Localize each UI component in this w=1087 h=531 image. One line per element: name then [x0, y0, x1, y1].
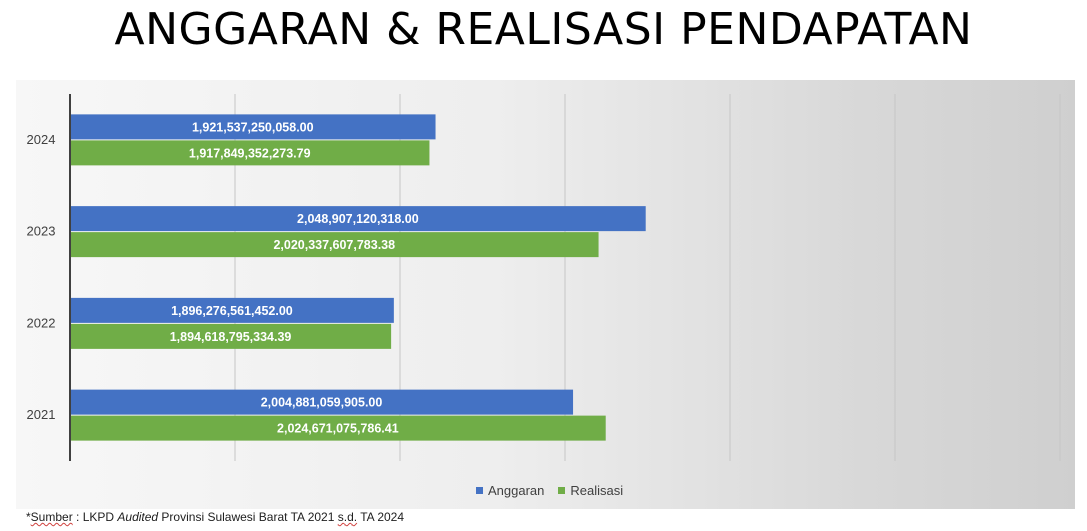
source-audited: Audited [117, 510, 159, 524]
category-label-2023: 2023 [27, 224, 56, 239]
bar-anggaran-2023 [70, 206, 646, 232]
bar-realisasi-2022 [70, 323, 392, 349]
bar-realisasi-2021 [70, 415, 606, 441]
chart-panel: 2024 1,921,537,250,058.00 1,917,849,352,27… [16, 80, 1075, 509]
category-label-2022: 2022 [27, 315, 56, 330]
page-title: ANGGARAN & REALISASI PENDAPATAN [114, 4, 973, 55]
source-prefix: * [26, 510, 31, 524]
legend-label-realisasi: Realisasi [570, 482, 624, 498]
legend-swatch-realisasi [558, 486, 566, 494]
bar-chart: 2024 1,921,537,250,058.00 1,917,849,352,27… [27, 94, 1061, 461]
category-label-2021: 2021 [27, 407, 56, 422]
bar-realisasi-2024 [70, 140, 430, 166]
legend-label-anggaran: Anggaran [488, 482, 545, 498]
source-text-1: : LKPD [72, 510, 118, 524]
legend-item-anggaran: Anggaran [476, 483, 544, 498]
source-sumber: Sumber [30, 510, 73, 524]
legend-item-realisasi: Realisasi [558, 483, 623, 498]
category-label-2024: 2024 [27, 132, 56, 147]
data-label-realisasi-2021: 2,024,671,075,786.41 [277, 422, 399, 436]
source-sd: s.d. [337, 510, 358, 524]
source-text-3: TA 2024 [357, 510, 405, 524]
bar-anggaran-2022 [70, 297, 394, 323]
data-label-anggaran-2022: 1,896,276,561,452.00 [171, 304, 293, 318]
data-label-anggaran-2023: 2,048,907,120,318.00 [297, 212, 419, 226]
source-note: *Sumber : LKPD Audited Provinsi Sulawesi… [26, 510, 404, 528]
data-label-realisasi-2023: 2,020,337,607,783.38 [273, 238, 395, 252]
source-text-2: Provinsi Sulawesi Barat TA 2021 [158, 510, 338, 524]
chart-legend: Anggaran Realisasi [476, 480, 656, 500]
data-label-realisasi-2024: 1,917,849,352,273.79 [189, 146, 311, 160]
bar-realisasi-2023 [70, 232, 599, 258]
bar-anggaran-2021 [70, 389, 574, 415]
legend-swatch-anggaran [476, 486, 483, 494]
data-label-realisasi-2022: 1,894,618,795,334.39 [170, 330, 292, 344]
data-label-anggaran-2021: 2,004,881,059,905.00 [261, 396, 383, 410]
bar-anggaran-2024 [70, 114, 436, 140]
data-label-anggaran-2024: 1,921,537,250,058.00 [192, 120, 314, 134]
